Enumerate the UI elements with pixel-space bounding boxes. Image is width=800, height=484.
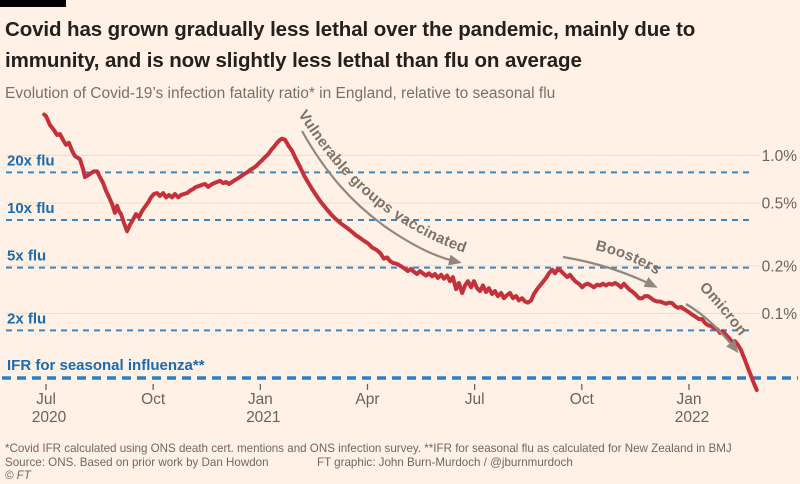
right-axis-label: 0.2% bbox=[762, 258, 798, 275]
right-axis-label: 0.5% bbox=[762, 195, 798, 212]
source-note: Source: ONS. Based on prior work by Dan … bbox=[5, 456, 269, 469]
flu-multiple-gridlines: 20x flu 10x flu 5x flu 2x flu IFR for season… bbox=[2, 152, 798, 380]
copyright: © FT bbox=[5, 470, 31, 482]
footnote: *Covid IFR calculated using ONS death ce… bbox=[5, 442, 732, 455]
page-title: Covid has grown gradually less lethal ov… bbox=[5, 14, 775, 76]
x-tick-year: 2020 bbox=[32, 409, 67, 426]
seasonal-flu-label: IFR for seasonal influenza** bbox=[7, 357, 205, 374]
left-axis-label: 10x flu bbox=[7, 200, 55, 217]
boosters-annotation: Boosters bbox=[594, 237, 664, 278]
percent-gridlines: 1.0% 0.5% 0.2% 0.1% bbox=[6, 148, 797, 323]
x-tick-month: Oct bbox=[570, 391, 595, 408]
graphic-credit: FT graphic: John Burn-Murdoch / @jburnmu… bbox=[317, 456, 573, 469]
x-tick-month: Jan bbox=[676, 391, 701, 408]
right-axis-label: 1.0% bbox=[762, 148, 798, 165]
x-tick-year: 2022 bbox=[675, 409, 709, 426]
vaccinated-annotation: Vulnerable groups vaccinated bbox=[295, 107, 469, 257]
series-lines bbox=[42, 112, 759, 392]
left-axis-label: 5x flu bbox=[7, 248, 46, 265]
title-line-2: immunity, and is now slightly less letha… bbox=[5, 49, 582, 72]
x-tick-month: Jul bbox=[36, 391, 56, 408]
right-axis-label: 0.1% bbox=[762, 306, 798, 323]
x-tick-month: Oct bbox=[141, 391, 166, 408]
title-line-1: Covid has grown gradually less lethal ov… bbox=[5, 18, 696, 41]
omicron-arrow bbox=[685, 303, 739, 354]
ft-brand-bar bbox=[0, 0, 66, 7]
vaccinated-arrow bbox=[301, 130, 462, 266]
x-tick-month: Jan bbox=[248, 391, 273, 408]
left-axis-label: 20x flu bbox=[7, 152, 55, 169]
chart-subtitle: Evolution of Covid-19’s infection fatali… bbox=[5, 85, 556, 102]
x-tick-month: Jul bbox=[465, 391, 485, 408]
x-tick-month: Apr bbox=[355, 391, 379, 408]
covid-ifr-line bbox=[42, 112, 759, 392]
boosters-arrow bbox=[562, 255, 658, 288]
left-axis-label: 2x flu bbox=[7, 310, 46, 327]
x-tick-year: 2021 bbox=[246, 409, 280, 426]
